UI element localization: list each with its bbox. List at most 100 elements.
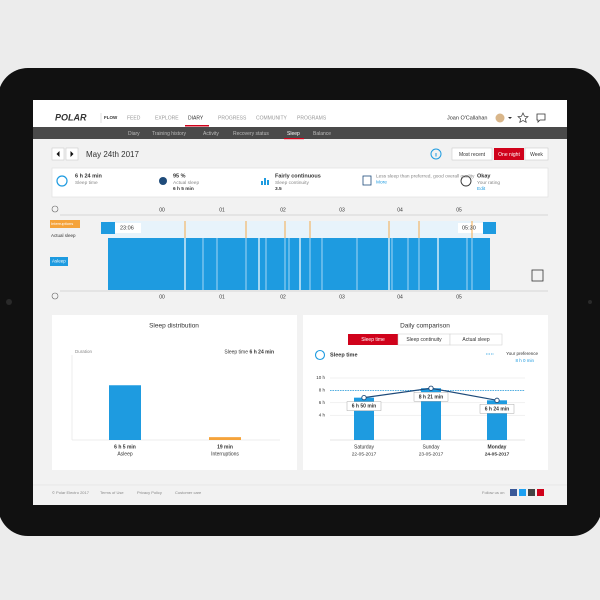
bar-value-label: 6 h 50 min xyxy=(352,404,376,410)
x-tick-date: 22-05-2017 xyxy=(352,451,377,457)
sub-nav-item[interactable]: Diary xyxy=(128,131,140,137)
bar xyxy=(209,437,241,440)
info-glyph xyxy=(435,153,437,157)
top-nav xyxy=(33,100,567,127)
footer-link[interactable]: Terms of Use xyxy=(100,490,124,495)
nav-item[interactable]: PROGRESS xyxy=(218,115,247,121)
end-icon xyxy=(483,222,496,234)
y-tick-label: 8 h xyxy=(319,388,326,393)
sub-nav-item[interactable]: Sleep xyxy=(287,131,300,137)
active-underline xyxy=(284,138,304,140)
youtube-icon[interactable] xyxy=(537,489,544,496)
twitter-icon[interactable] xyxy=(519,489,526,496)
summary-label: Actual sleep xyxy=(173,180,199,186)
tab-label[interactable]: Sleep continuity xyxy=(406,337,442,343)
feedback-icon xyxy=(362,175,372,186)
hour-label: 05 xyxy=(456,207,462,213)
bar-value-label: 8 h 21 min xyxy=(419,394,443,400)
summary-value: Fairly continuous xyxy=(275,173,321,179)
footer-link[interactable]: Customer care xyxy=(175,490,202,495)
nav-item[interactable]: FEED xyxy=(127,115,141,121)
hour-label: 05 xyxy=(456,294,462,300)
tab-label[interactable]: Actual sleep xyxy=(462,337,489,343)
y-tick-label: 4 h xyxy=(319,412,326,417)
logo[interactable]: POLAR xyxy=(55,112,87,122)
sub-nav-item[interactable]: Balance xyxy=(313,131,331,137)
footer-link[interactable]: Privacy Policy xyxy=(137,490,162,495)
caret[interactable] xyxy=(508,117,512,119)
start-time: 23:06 xyxy=(120,225,134,231)
x-tick-date: 23-05-2017 xyxy=(419,451,444,457)
sub-nav-item[interactable]: Recovery status xyxy=(233,131,269,137)
end-box xyxy=(458,223,483,233)
trend-point xyxy=(361,395,367,401)
sub-nav-item[interactable]: Activity xyxy=(203,131,219,137)
end-time: 05:30 xyxy=(462,225,476,231)
x-tick-label: Asleep xyxy=(117,451,133,457)
y-tick-label: 6 h xyxy=(319,400,326,405)
messages-icon[interactable] xyxy=(536,113,546,123)
total-value: 6 h 24 min xyxy=(250,349,274,355)
row-label: Interruptions xyxy=(51,221,73,226)
follow-label: Follow us on xyxy=(482,490,504,495)
favorites-icon[interactable] xyxy=(517,112,529,123)
chart-title: Sleep time xyxy=(330,352,358,358)
panel-title: Sleep distribution xyxy=(149,323,199,330)
tab-label[interactable]: Sleep time xyxy=(361,337,385,343)
sleep-time-icon xyxy=(56,175,68,187)
bar-value-label: 19 min xyxy=(217,444,233,450)
instagram-icon[interactable] xyxy=(528,489,535,496)
legend-label: Your preference xyxy=(506,351,538,356)
asleep-tag xyxy=(50,257,68,266)
view-label[interactable]: One night xyxy=(498,152,520,158)
sleep-time-icon xyxy=(314,349,326,361)
distribution-panel xyxy=(52,315,297,470)
nav-item[interactable]: EXPLORE xyxy=(155,115,179,121)
actual-sleep-icon xyxy=(159,177,167,185)
hour-label: 04 xyxy=(397,294,403,300)
next-arrow xyxy=(70,151,74,157)
continuity-icon xyxy=(261,178,269,185)
bar-value-label: 6 h 5 min xyxy=(114,444,136,450)
tab-active[interactable] xyxy=(348,334,398,345)
view-label[interactable]: Most recent xyxy=(459,152,486,158)
summary-box xyxy=(51,167,549,198)
facebook-icon[interactable] xyxy=(510,489,517,496)
summary-link[interactable]: More xyxy=(376,179,387,185)
view-button[interactable] xyxy=(451,147,493,161)
avatar[interactable] xyxy=(495,113,505,123)
user-name[interactable]: Joan O'Callahan xyxy=(447,115,488,121)
camera xyxy=(588,300,592,304)
panel-title: Daily comparison xyxy=(400,323,450,330)
x-tick-label: Sunday xyxy=(423,444,440,450)
legend-value: 8 h 0 min xyxy=(515,358,534,363)
sub-nav-item[interactable]: Training history xyxy=(152,131,186,137)
x-tick-label: Saturday xyxy=(354,444,375,450)
summary-link[interactable]: Edit xyxy=(477,186,486,192)
view-label[interactable]: Week xyxy=(530,152,543,158)
view-button-active[interactable] xyxy=(494,148,524,160)
info-icon[interactable] xyxy=(430,148,442,160)
trend-point xyxy=(428,385,434,391)
app-name: FLOW xyxy=(104,115,118,120)
axis-label: Duration xyxy=(75,349,93,354)
hour-label: 02 xyxy=(280,294,286,300)
hour-label: 04 xyxy=(397,207,403,213)
nav-item[interactable]: DIARY xyxy=(188,115,204,121)
clock-icon xyxy=(51,205,59,213)
hour-label: 03 xyxy=(339,294,345,300)
trend-point xyxy=(494,397,500,403)
start-box xyxy=(115,223,141,233)
crop-icon[interactable] xyxy=(531,269,544,282)
summary-label: Sleep time xyxy=(75,180,98,186)
value-box xyxy=(413,392,449,402)
hour-label: 02 xyxy=(280,207,286,213)
tab[interactable] xyxy=(449,333,503,346)
view-button[interactable] xyxy=(524,147,549,161)
nav-item[interactable]: COMMUNITY xyxy=(256,115,287,121)
nav-item[interactable]: PROGRAMS xyxy=(297,115,327,121)
x-tick-label: Monday xyxy=(488,444,507,450)
